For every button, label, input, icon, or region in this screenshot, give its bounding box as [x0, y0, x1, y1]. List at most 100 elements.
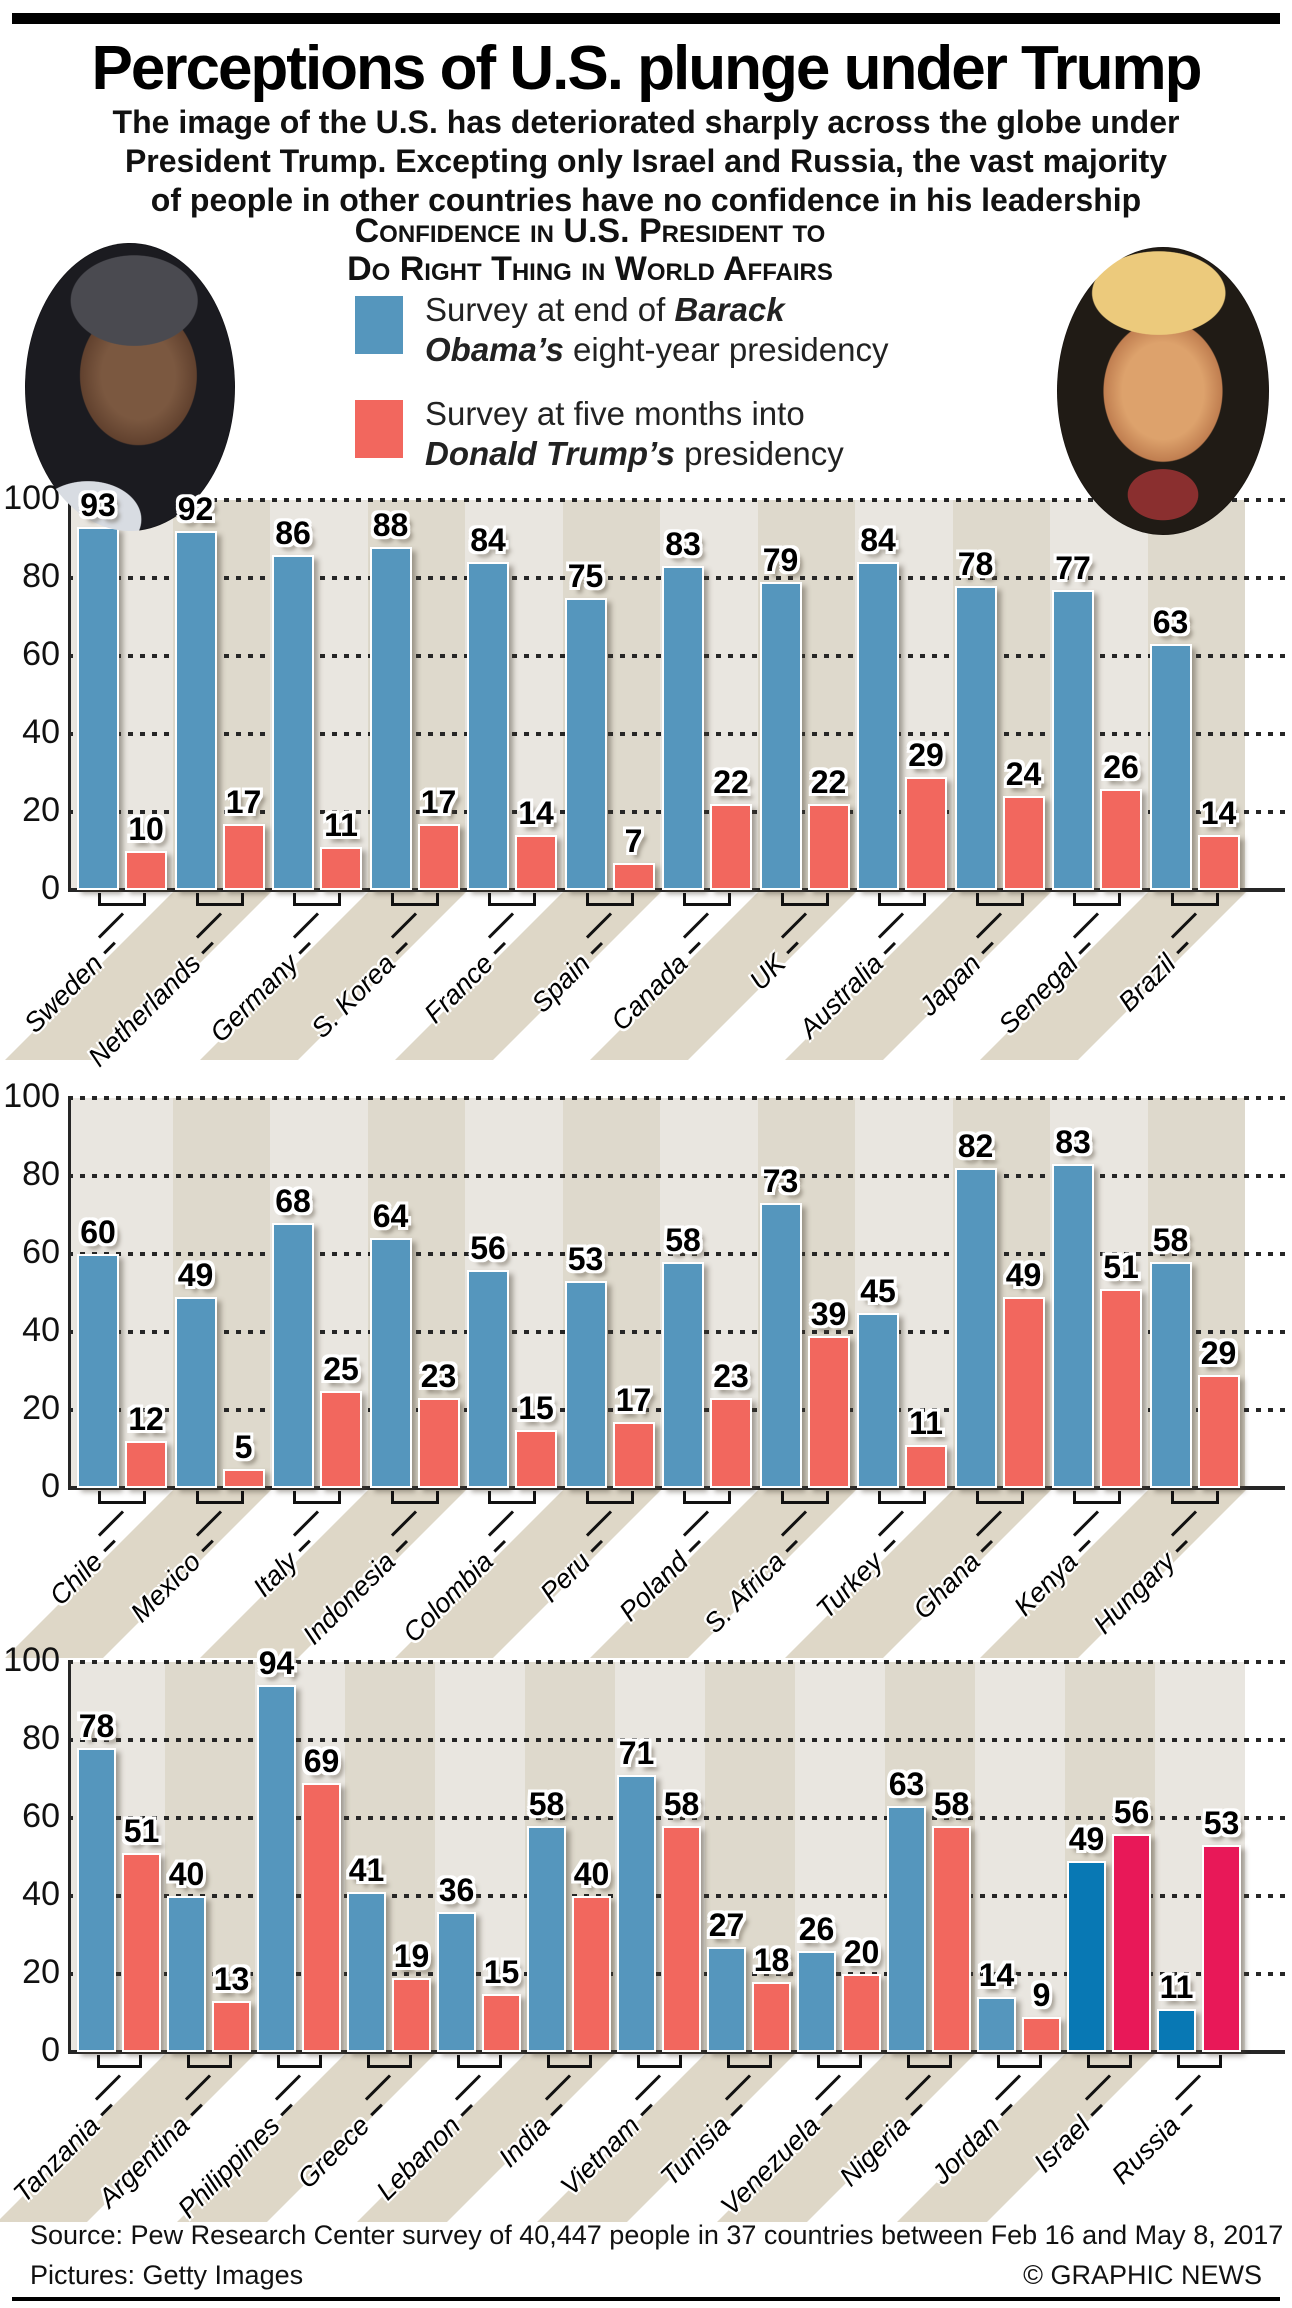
bar-value-obama-S. Africa: 73: [762, 1163, 799, 1200]
bar-value-trump-Philippines: 69: [303, 1742, 340, 1779]
bar-value-trump-Mexico: 5: [234, 1428, 253, 1465]
pair-bracket: [456, 2055, 502, 2068]
bar-obama-Brazil: [1149, 644, 1192, 890]
bar-trump-Germany: [320, 847, 362, 890]
bar-value-trump-Canada: 22: [713, 764, 749, 801]
legend-item-trump: Survey at five months into Donald Trump’…: [425, 394, 844, 474]
legend-item-obama: Survey at end of Barack Obama’s eight-ye…: [425, 290, 888, 370]
legend-obama-text-2: eight-year presidency: [563, 331, 889, 368]
bar-value-obama-France: 84: [470, 522, 506, 559]
pair-bracket: [726, 2055, 772, 2068]
legend-swatch-trump: [355, 400, 403, 458]
bar-value-trump-Nigeria: 58: [933, 1785, 970, 1822]
bar-trump-Turkey: [905, 1445, 947, 1488]
bar-value-trump-Lebanon: 15: [483, 1953, 520, 1990]
bar-obama-Hungary: [1149, 1261, 1192, 1488]
bar-chart-row-1: 0 20 40 60 80 100 93 10 Sweden 92 17 Netherlands 86 1…: [0, 479, 1292, 1100]
bar-value-obama-Argentina: 40: [168, 1856, 205, 1892]
obama-photo: [25, 243, 235, 531]
pair-bracket: [546, 2055, 592, 2068]
bar-trump-Russia: [1202, 1845, 1241, 2052]
bar-trump-Netherlands: [222, 823, 265, 890]
pair-bracket: [1073, 893, 1121, 906]
pair-bracket: [636, 2055, 682, 2068]
bar-value-trump-Peru: 17: [615, 1381, 652, 1418]
bar-trump-Brazil: [1197, 835, 1240, 890]
pair-bracket: [683, 1491, 731, 1504]
bar-value-trump-S. Korea: 17: [420, 783, 457, 820]
pair-bracket: [1170, 893, 1219, 906]
bar-obama-Tanzania: [77, 1747, 116, 2052]
bar-trump-Greece: [392, 1977, 431, 2052]
pair-bracket: [975, 893, 1024, 906]
legend-title-line-2: Do Right Thing in World Affairs: [347, 250, 833, 288]
bar-value-obama-Turkey: 45: [860, 1272, 896, 1309]
bar-trump-Peru: [612, 1421, 655, 1488]
bar-value-obama-Greece: 41: [348, 1852, 385, 1889]
bar-value-trump-Poland: 23: [713, 1358, 749, 1395]
bar-obama-Mexico: [174, 1296, 217, 1488]
pair-bracket: [390, 893, 439, 906]
bar-trump-Tunisia: [752, 1981, 791, 2052]
bar-obama-Vietnam: [617, 1775, 656, 2052]
pair-bracket: [585, 893, 634, 906]
gridline-60: [68, 1252, 1285, 1256]
bar-value-obama-Indonesia: 64: [372, 1198, 409, 1235]
gridline-100: [68, 1660, 1285, 1664]
bottom-rule: [12, 2297, 1280, 2301]
bar-obama-Argentina: [167, 1896, 206, 2052]
bar-value-obama-Hungary: 58: [1152, 1221, 1189, 1258]
x-axis-line: [68, 1486, 1285, 1490]
bar-value-obama-Netherlands: 92: [177, 491, 214, 528]
bar-trump-Australia: [905, 776, 947, 890]
bar-value-trump-Argentina: 13: [213, 1961, 250, 1998]
bar-trump-Israel: [1112, 1833, 1151, 2052]
bar-value-obama-Mexico: 49: [177, 1256, 214, 1293]
bar-value-trump-Turkey: 11: [909, 1405, 943, 1442]
bar-value-trump-Tunisia: 18: [753, 1941, 790, 1978]
bar-trump-Mexico: [222, 1468, 265, 1488]
bar-obama-Australia: [857, 562, 899, 890]
legend-obama-text: Survey at end of: [425, 291, 675, 328]
bar-trump-Ghana: [1002, 1296, 1045, 1488]
bar-obama-India: [527, 1825, 566, 2052]
subtitle-line-2: President Trump. Excepting only Israel a…: [124, 143, 1168, 179]
bar-value-trump-Netherlands: 17: [225, 783, 262, 820]
bar-obama-Spain: [564, 597, 607, 890]
bar-value-obama-Tunisia: 27: [708, 1906, 745, 1943]
y-axis-line: [68, 500, 71, 890]
bar-trump-Jordan: [1022, 2016, 1061, 2052]
bar-trump-Canada: [710, 804, 752, 890]
pair-bracket: [1073, 1491, 1121, 1504]
bar-obama-Poland: [662, 1261, 704, 1488]
bar-value-trump-Brazil: 14: [1200, 795, 1237, 832]
bar-obama-Germany: [272, 554, 314, 890]
bar-value-trump-Sweden: 10: [128, 811, 164, 847]
bar-obama-Russia: [1157, 2009, 1196, 2052]
pair-bracket: [1086, 2055, 1132, 2068]
bar-trump-UK: [807, 804, 850, 890]
bar-value-obama-Australia: 84: [860, 522, 896, 559]
y-axis-label-80: 80: [22, 1719, 60, 1757]
bar-value-obama-Italy: 68: [275, 1182, 311, 1219]
country-label-Russia: Russia: [1106, 2094, 1203, 2191]
pair-bracket: [488, 893, 536, 906]
bar-value-obama-Brazil: 63: [1152, 604, 1189, 641]
bar-obama-Nigeria: [887, 1806, 926, 2052]
pair-bracket: [366, 2055, 412, 2068]
bar-obama-Ghana: [954, 1168, 997, 1488]
pair-bracket: [585, 1491, 634, 1504]
bar-value-obama-Canada: 83: [665, 526, 701, 563]
bar-value-trump-Kenya: 51: [1103, 1249, 1139, 1286]
bar-value-obama-Chile: 60: [80, 1214, 116, 1250]
bar-value-trump-Chile: 12: [128, 1401, 164, 1438]
bar-trump-Kenya: [1100, 1289, 1142, 1488]
bar-trump-India: [572, 1896, 611, 2052]
bar-value-obama-Peru: 53: [567, 1241, 604, 1278]
bar-value-trump-Japan: 24: [1005, 756, 1042, 793]
bar-trump-Senegal: [1100, 788, 1142, 890]
pair-bracket: [1176, 2055, 1222, 2068]
pair-bracket: [878, 893, 926, 906]
bar-obama-Israel: [1067, 1860, 1106, 2052]
